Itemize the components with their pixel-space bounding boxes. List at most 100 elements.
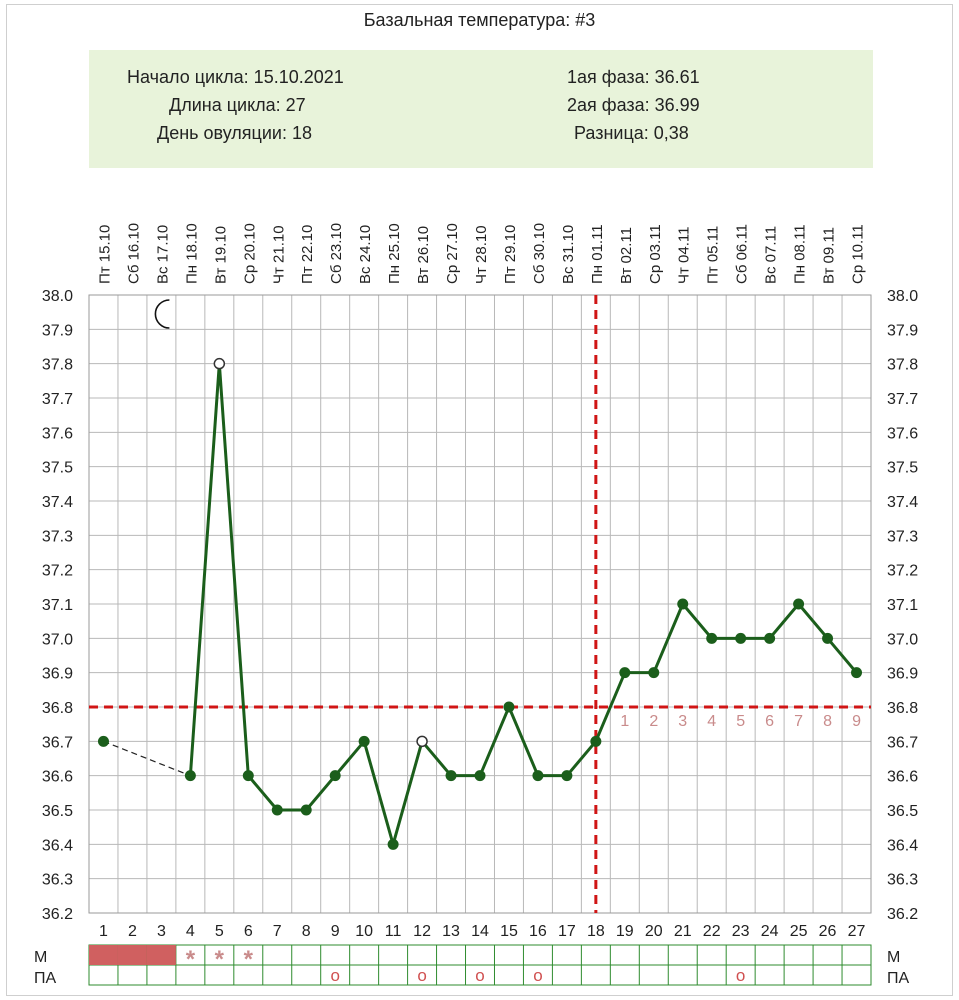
temperature-point <box>822 632 834 644</box>
day-number-label: 4 <box>186 923 195 940</box>
y-tick-label-left: 37.4 <box>42 494 73 511</box>
y-tick-label-right: 37.8 <box>887 357 918 374</box>
y-tick-label-left: 36.5 <box>42 803 73 820</box>
y-tick-label-left: 37.6 <box>42 425 73 442</box>
date-label: Пт 29.10 <box>502 225 519 284</box>
y-tick-label-left: 37.3 <box>42 528 73 545</box>
y-tick-label-right: 38.0 <box>887 288 918 305</box>
y-tick-label-right: 37.7 <box>887 391 918 408</box>
moon-icon <box>154 299 170 329</box>
y-tick-label-left: 37.7 <box>42 391 73 408</box>
day-number-label: 12 <box>413 923 431 940</box>
temperature-point <box>503 701 515 713</box>
phase1-text: 1ая фаза: 36.61 <box>567 67 700 87</box>
day-number-label: 23 <box>732 923 750 940</box>
day-number-label: 13 <box>442 923 460 940</box>
y-tick-label-right: 36.8 <box>887 700 918 717</box>
date-label: Сб 23.10 <box>328 223 345 284</box>
temperature-point <box>619 667 631 679</box>
date-label: Вт 19.10 <box>212 226 229 284</box>
date-label: Вс 07.11 <box>763 226 780 284</box>
y-tick-label-right: 36.5 <box>887 803 918 820</box>
day-number-label: 8 <box>302 923 311 940</box>
y-tick-label-left: 37.0 <box>42 631 73 648</box>
y-tick-label-left: 37.8 <box>42 357 73 374</box>
pa-circle-mark: о <box>475 966 484 985</box>
temperature-point <box>97 735 109 747</box>
post-ovulation-day-label: 5 <box>736 713 745 730</box>
day-number-label: 11 <box>385 923 402 940</box>
date-label: Чт 21.10 <box>270 225 287 284</box>
post-ovulation-day-label: 2 <box>649 713 658 730</box>
temperature-point <box>561 770 573 782</box>
temperature-point <box>271 804 283 816</box>
cycle-start-text: Начало цикла: 15.10.2021 <box>127 67 344 87</box>
day-number-label: 24 <box>761 923 779 940</box>
day-number-label: 10 <box>355 923 373 940</box>
ovulation-day-text: День овуляции: 18 <box>157 123 312 143</box>
temperature-point <box>648 667 660 679</box>
pa-row-label-right: ПА <box>887 970 910 987</box>
post-ovulation-day-label: 6 <box>765 713 774 730</box>
chart-title: Базальная температура: #3 <box>363 10 596 30</box>
date-label: Пт 15.10 <box>96 225 113 284</box>
temperature-point <box>793 598 805 610</box>
day-number-label: 7 <box>273 923 282 940</box>
y-tick-label-left: 36.8 <box>42 700 73 717</box>
m-star-mark: * <box>215 946 225 973</box>
y-tick-label-right: 36.4 <box>887 837 918 854</box>
temperature-point <box>329 770 341 782</box>
day-number-label: 6 <box>244 923 253 940</box>
y-tick-label-left: 37.9 <box>42 322 73 339</box>
date-label: Сб 16.10 <box>125 223 142 284</box>
day-number-label: 18 <box>587 923 605 940</box>
date-label: Пт 22.10 <box>299 225 316 284</box>
pa-circle-mark: о <box>533 966 542 985</box>
date-label: Пн 01.11 <box>589 224 606 284</box>
m-star-mark: * <box>186 946 196 973</box>
m-row-label-left: М <box>34 949 47 966</box>
y-tick-label-right: 36.7 <box>887 734 918 751</box>
pa-circle-mark: о <box>417 966 426 985</box>
y-tick-label-right: 37.6 <box>887 425 918 442</box>
date-label: Вт 02.11 <box>618 227 635 284</box>
date-label: Ср 20.10 <box>241 223 258 284</box>
m-filled-cell <box>117 945 147 965</box>
y-tick-label-left: 36.2 <box>42 906 73 923</box>
post-ovulation-day-label: 3 <box>678 713 687 730</box>
day-number-label: 5 <box>215 923 224 940</box>
y-tick-label-right: 37.9 <box>887 322 918 339</box>
temperature-point <box>242 770 254 782</box>
temperature-point <box>445 770 457 782</box>
temperature-point <box>474 770 486 782</box>
y-tick-label-right: 36.9 <box>887 666 918 683</box>
day-number-label: 2 <box>128 923 137 940</box>
temperature-point <box>735 632 747 644</box>
temperature-point <box>532 770 544 782</box>
y-tick-label-left: 36.4 <box>42 837 73 854</box>
m-star-mark: * <box>244 946 254 973</box>
y-tick-label-right: 36.2 <box>887 906 918 923</box>
y-tick-label-right: 37.5 <box>887 460 918 477</box>
y-tick-label-left: 37.2 <box>42 563 73 580</box>
day-number-label: 3 <box>157 923 166 940</box>
date-label: Ср 10.11 <box>850 224 867 284</box>
date-label: Пн 25.10 <box>386 223 403 284</box>
temperature-point <box>358 735 370 747</box>
temperature-point <box>677 598 689 610</box>
y-tick-label-left: 37.5 <box>42 460 73 477</box>
phase2-text: 2ая фаза: 36.99 <box>567 95 700 115</box>
temperature-point <box>184 770 196 782</box>
pa-circle-mark: о <box>736 966 745 985</box>
y-tick-label-right: 37.2 <box>887 563 918 580</box>
temperature-point-open <box>416 735 428 748</box>
cycle-info-panel: Начало цикла: 15.10.2021 Длина цикла: 27… <box>89 50 873 168</box>
post-ovulation-day-label: 7 <box>794 713 803 730</box>
y-tick-label-right: 37.3 <box>887 528 918 545</box>
temperature-point-open <box>213 357 226 370</box>
cycle-length-text: Длина цикла: 27 <box>169 95 306 115</box>
y-tick-label-left: 36.7 <box>42 734 73 751</box>
day-number-label: 19 <box>616 923 634 940</box>
day-number-label: 27 <box>848 923 866 940</box>
day-number-label: 17 <box>558 923 576 940</box>
